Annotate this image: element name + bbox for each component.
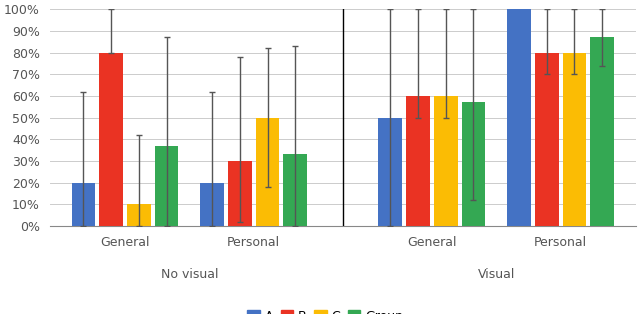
Bar — [284, 154, 307, 226]
Bar — [155, 146, 179, 226]
Text: Visual: Visual — [477, 268, 515, 281]
Bar — [535, 52, 559, 226]
Bar — [127, 204, 151, 226]
Bar — [461, 102, 485, 226]
Bar — [507, 9, 531, 226]
Text: No visual: No visual — [161, 268, 218, 281]
Bar — [99, 52, 123, 226]
Bar — [590, 37, 614, 226]
Bar — [406, 96, 430, 226]
Bar — [228, 161, 252, 226]
Bar — [200, 183, 224, 226]
Bar — [563, 52, 586, 226]
Bar — [378, 118, 402, 226]
Legend: A, B, C, Group: A, B, C, Group — [242, 305, 408, 314]
Bar — [434, 96, 458, 226]
Bar — [256, 118, 280, 226]
Bar — [72, 183, 95, 226]
